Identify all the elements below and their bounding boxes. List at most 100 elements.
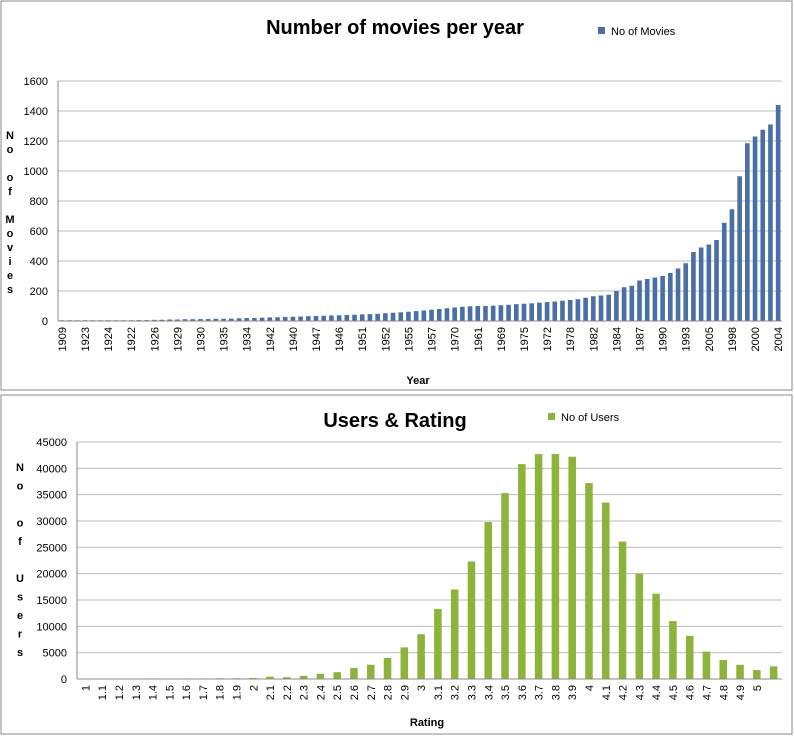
bar [249, 677, 258, 679]
bar [721, 222, 727, 321]
y-tick-label: 0 [42, 316, 48, 328]
x-tick-label: 3.8 [550, 685, 562, 700]
bar [359, 314, 365, 321]
bar [429, 309, 434, 321]
x-tick-label: 1.5 [164, 685, 176, 700]
x-tick-label: 2.3 [299, 685, 311, 700]
x-tick-label: 1942 [265, 327, 277, 351]
bar [467, 561, 476, 679]
bar [267, 317, 273, 321]
bar [769, 666, 778, 679]
bar [221, 318, 226, 321]
bar [660, 276, 665, 321]
bar [417, 634, 425, 679]
x-tick-label: 4.5 [668, 685, 680, 700]
bar [691, 252, 696, 321]
x-tick-label: 3.1 [433, 685, 445, 700]
bar [729, 209, 735, 321]
bar [352, 314, 357, 321]
bar [637, 280, 642, 321]
bar [190, 319, 196, 321]
bar [490, 305, 496, 321]
bar [719, 660, 728, 679]
x-tick-label: 5 [752, 685, 764, 691]
bar [244, 318, 250, 321]
x-tick-label: 1929 [172, 327, 184, 351]
x-tick-label: 2.7 [366, 685, 378, 700]
bar [467, 306, 473, 321]
bar [400, 647, 409, 679]
bar [413, 311, 419, 321]
x-tick-label: 3.7 [534, 685, 546, 700]
x-axis-title: Year [406, 375, 430, 387]
y-tick-label: 15000 [36, 595, 67, 607]
bar [452, 307, 457, 321]
bar [568, 456, 576, 679]
bar [313, 316, 319, 321]
legend-label: No of Movies [611, 26, 676, 38]
x-tick-label: 1922 [126, 327, 138, 351]
bar [329, 315, 334, 321]
x-tick-label: 3.2 [450, 685, 462, 700]
bar [635, 573, 644, 679]
bar [652, 593, 660, 679]
x-tick-label: 1990 [658, 327, 670, 351]
x-tick-label: 2000 [750, 327, 762, 351]
bar [567, 300, 573, 321]
x-tick-label: 1.6 [181, 685, 193, 700]
chart-title: Number of movies per year [266, 17, 524, 39]
bar [598, 295, 604, 321]
bar [299, 675, 308, 679]
bar [252, 318, 257, 321]
x-tick-label: 1952 [380, 327, 392, 351]
bar [444, 308, 450, 321]
bar [198, 319, 203, 321]
bar [151, 319, 157, 321]
bar [344, 315, 350, 321]
y-axis-title: No of Movies [4, 130, 16, 298]
x-tick-label: 1 [80, 685, 92, 691]
x-tick-label: 3.3 [466, 685, 478, 700]
bar [575, 299, 581, 321]
bar [544, 302, 550, 321]
bar [282, 316, 288, 321]
bar [534, 454, 543, 679]
y-tick-label: 0 [61, 674, 67, 686]
x-tick-label: 1975 [519, 327, 531, 351]
x-tick-label: 1957 [427, 327, 439, 351]
x-tick-label: 1.4 [148, 685, 160, 700]
y-tick-label: 45000 [36, 437, 67, 449]
x-tick-label: 1909 [57, 327, 69, 351]
bar [205, 319, 211, 321]
bar [614, 291, 619, 321]
x-tick-label: 2.1 [265, 685, 277, 700]
y-tick-label: 10000 [36, 621, 67, 633]
bar [375, 313, 380, 321]
x-tick-label: 1998 [727, 327, 739, 351]
bar [167, 319, 172, 321]
x-tick-label: 1984 [611, 327, 623, 351]
x-tick-label: 1955 [403, 327, 415, 351]
y-tick-label: 40000 [36, 463, 67, 475]
bar [518, 464, 526, 679]
x-tick-label: 2.9 [399, 685, 411, 700]
bar [669, 621, 677, 679]
bar [501, 493, 509, 679]
bar [760, 129, 766, 321]
bar [714, 240, 719, 321]
bar [436, 309, 442, 321]
bar [350, 667, 358, 679]
bar [521, 303, 527, 321]
bar [698, 247, 704, 321]
y-tick-label: 1400 [24, 106, 48, 118]
x-tick-label: 1935 [219, 327, 231, 351]
x-tick-label: 2.5 [332, 685, 344, 700]
bar [275, 317, 280, 321]
bar [333, 672, 341, 679]
bar [175, 319, 180, 321]
bar [675, 268, 681, 321]
x-tick-label: 4.4 [651, 685, 663, 700]
bar [498, 305, 504, 321]
bar [213, 318, 219, 321]
bar [768, 124, 773, 321]
